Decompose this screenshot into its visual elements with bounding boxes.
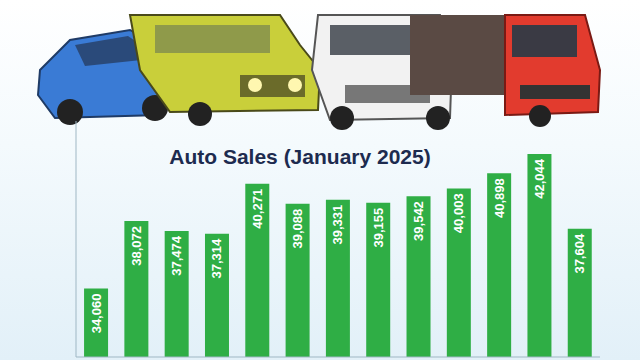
svg-text:39,155: 39,155 <box>371 208 386 248</box>
svg-text:39,542: 39,542 <box>411 201 426 241</box>
svg-text:40,898: 40,898 <box>492 178 507 218</box>
svg-text:37,474: 37,474 <box>169 235 184 276</box>
svg-text:38,072: 38,072 <box>129 226 144 266</box>
svg-text:37,314: 37,314 <box>209 238 224 279</box>
svg-text:42,044: 42,044 <box>532 158 547 199</box>
svg-text:39,331: 39,331 <box>330 205 345 245</box>
html-text:Auto Sales (January 2025): Auto Sales (January 2025) <box>169 145 431 168</box>
svg-text:39,088: 39,088 <box>290 209 305 249</box>
svg-text:37,604: 37,604 <box>572 233 587 274</box>
svg-text:40,271: 40,271 <box>250 189 265 229</box>
svg-text:34,060: 34,060 <box>89 294 104 334</box>
svg-text:40,003: 40,003 <box>451 193 466 233</box>
